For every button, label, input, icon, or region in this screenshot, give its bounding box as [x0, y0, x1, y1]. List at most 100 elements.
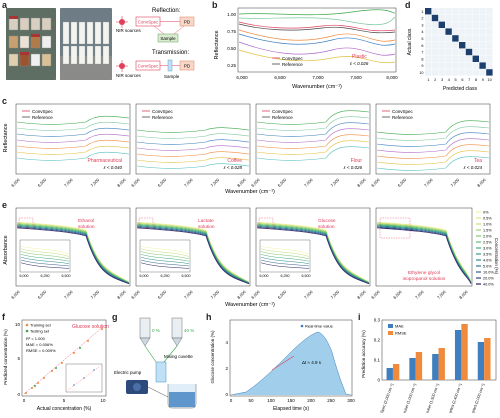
- sample-label: Sample: [164, 74, 180, 79]
- transmission-label: Transmission:: [152, 50, 189, 56]
- panel-letter-a: a: [2, 0, 8, 10]
- panel-letter-i: i: [358, 312, 361, 322]
- e-legend-label: 4.0%: [483, 259, 492, 263]
- c-xtick: 6,000: [370, 177, 381, 188]
- c-spectrum: [16, 133, 130, 143]
- e-spectrum: [256, 227, 370, 284]
- matrix-cell: [479, 48, 486, 56]
- f-stats: R² = 1.000 MAE = 0.006% RMSE = 0.009%: [26, 336, 56, 353]
- matrix-cell: [472, 35, 479, 42]
- sample-jars-photo: [6, 8, 56, 80]
- matrix-cell: [431, 8, 439, 15]
- h-xtick: 300: [347, 398, 355, 403]
- e-inset-xtick: 6,000: [140, 274, 149, 278]
- e-legend-label: 40.0%: [483, 283, 494, 287]
- e-xtick: 6,500: [277, 289, 288, 300]
- c-xtick: 6,500: [37, 177, 48, 188]
- matrix-cell: [465, 21, 473, 28]
- e-solution-label: Glucose: [318, 218, 336, 224]
- c-xtick: 7,000: [183, 177, 194, 188]
- e-xtick: 8,000: [116, 289, 127, 300]
- d-ytick: 7: [421, 51, 423, 55]
- d-xtick: 5: [455, 78, 457, 82]
- d-xtick: 6: [461, 78, 463, 82]
- f-xtick-1: 0: [23, 398, 26, 403]
- matrix-cell: [472, 21, 479, 28]
- bar-mae: [432, 354, 439, 380]
- b-xlabel: Wavenumber (cm⁻¹): [292, 84, 342, 90]
- matrix-cell: [459, 21, 466, 28]
- c-xtick: 7,500: [450, 177, 461, 188]
- d-ytick: 8: [421, 57, 423, 61]
- h-delay-arrow: [271, 355, 295, 371]
- e-spectrum: [136, 226, 250, 284]
- matrix-cell: [479, 35, 486, 42]
- d-xtick: 1: [427, 78, 429, 82]
- e-legend-label: 10.0%: [483, 271, 494, 275]
- bar-mae: [454, 330, 462, 380]
- c-spectrum: [136, 157, 250, 163]
- matrix-cell: [465, 8, 473, 15]
- d-xtick: 8: [475, 78, 477, 82]
- b-ylabel: Reflectance: [214, 30, 220, 59]
- panel-letter-e: e: [2, 200, 8, 210]
- e-legend-label: 1.5%: [483, 229, 492, 233]
- c-spectrum: [136, 151, 250, 157]
- d-ytick: 9: [421, 64, 423, 68]
- e-xtick: 7,000: [63, 289, 74, 300]
- e-legend-label: 2.5%: [483, 241, 492, 245]
- c-err: ε < 0.028: [224, 165, 243, 170]
- matrix-cell: [472, 8, 479, 15]
- matrix-cell: [431, 35, 439, 42]
- c-spectrum: [256, 140, 370, 155]
- matrix-cell: [459, 69, 466, 76]
- matrix-cell: [472, 28, 479, 35]
- e-spectrum: [16, 226, 130, 284]
- matrix-cell: [438, 42, 445, 49]
- i-category-label: ConvSpec (2,000 cm⁻¹): [377, 382, 395, 413]
- svg-text:RMSE: RMSE: [395, 331, 407, 336]
- matrix-cell: [486, 35, 493, 42]
- b-legend: ConvSpec Reference: [272, 56, 304, 67]
- c-legend-convspec: ConvSpec: [32, 109, 54, 114]
- e-plot-frame: [15, 207, 131, 287]
- e-plot-frame: [135, 207, 251, 287]
- c-err: ε < 0.024: [464, 165, 483, 170]
- matrix-cell: [459, 62, 466, 69]
- matrix-cell: [445, 42, 452, 49]
- c-spectrum: [16, 115, 130, 125]
- e-spectrum: [16, 224, 130, 284]
- d-xtick: 2: [434, 78, 436, 82]
- b-ytick-3: 0.50: [227, 46, 236, 51]
- h-ytick-1: 0: [225, 392, 228, 397]
- d-ytick: 3: [421, 23, 423, 27]
- e-spectrum: [256, 225, 370, 284]
- matrix-cell: [479, 55, 486, 62]
- f-ytick-3: 10: [15, 322, 21, 327]
- e-xtick: 7,500: [90, 289, 101, 300]
- c-spectrum: [256, 146, 370, 161]
- e-spectrum: [136, 227, 250, 284]
- pd-box-1: [179, 16, 195, 27]
- matrix-cell: [465, 42, 473, 49]
- d-ytick: 5: [421, 37, 423, 41]
- matrix-cell: [465, 69, 473, 76]
- e-spectrum: [256, 225, 370, 284]
- d-ytick: 10: [419, 71, 423, 75]
- b-spectra: [238, 9, 396, 64]
- e-spectrum: [376, 227, 472, 284]
- matrix-cell: [445, 8, 452, 15]
- matrix-cell: [486, 8, 493, 15]
- e-xtick: 6,500: [392, 289, 403, 300]
- nir-label-1: NIR sources: [116, 28, 142, 33]
- e-inset-xtick: 6,500: [62, 274, 71, 278]
- matrix-cell: [445, 55, 452, 62]
- d-ytick: 2: [421, 17, 423, 21]
- matrix-cell: [438, 69, 445, 76]
- e-xtick: 7,500: [210, 289, 221, 300]
- h-area: [231, 332, 351, 395]
- e-spectrum: [16, 227, 130, 284]
- b-xtick-3: 7,000: [312, 75, 324, 80]
- panel-letter-f: f: [2, 312, 5, 322]
- d-ytick: 1: [421, 10, 423, 14]
